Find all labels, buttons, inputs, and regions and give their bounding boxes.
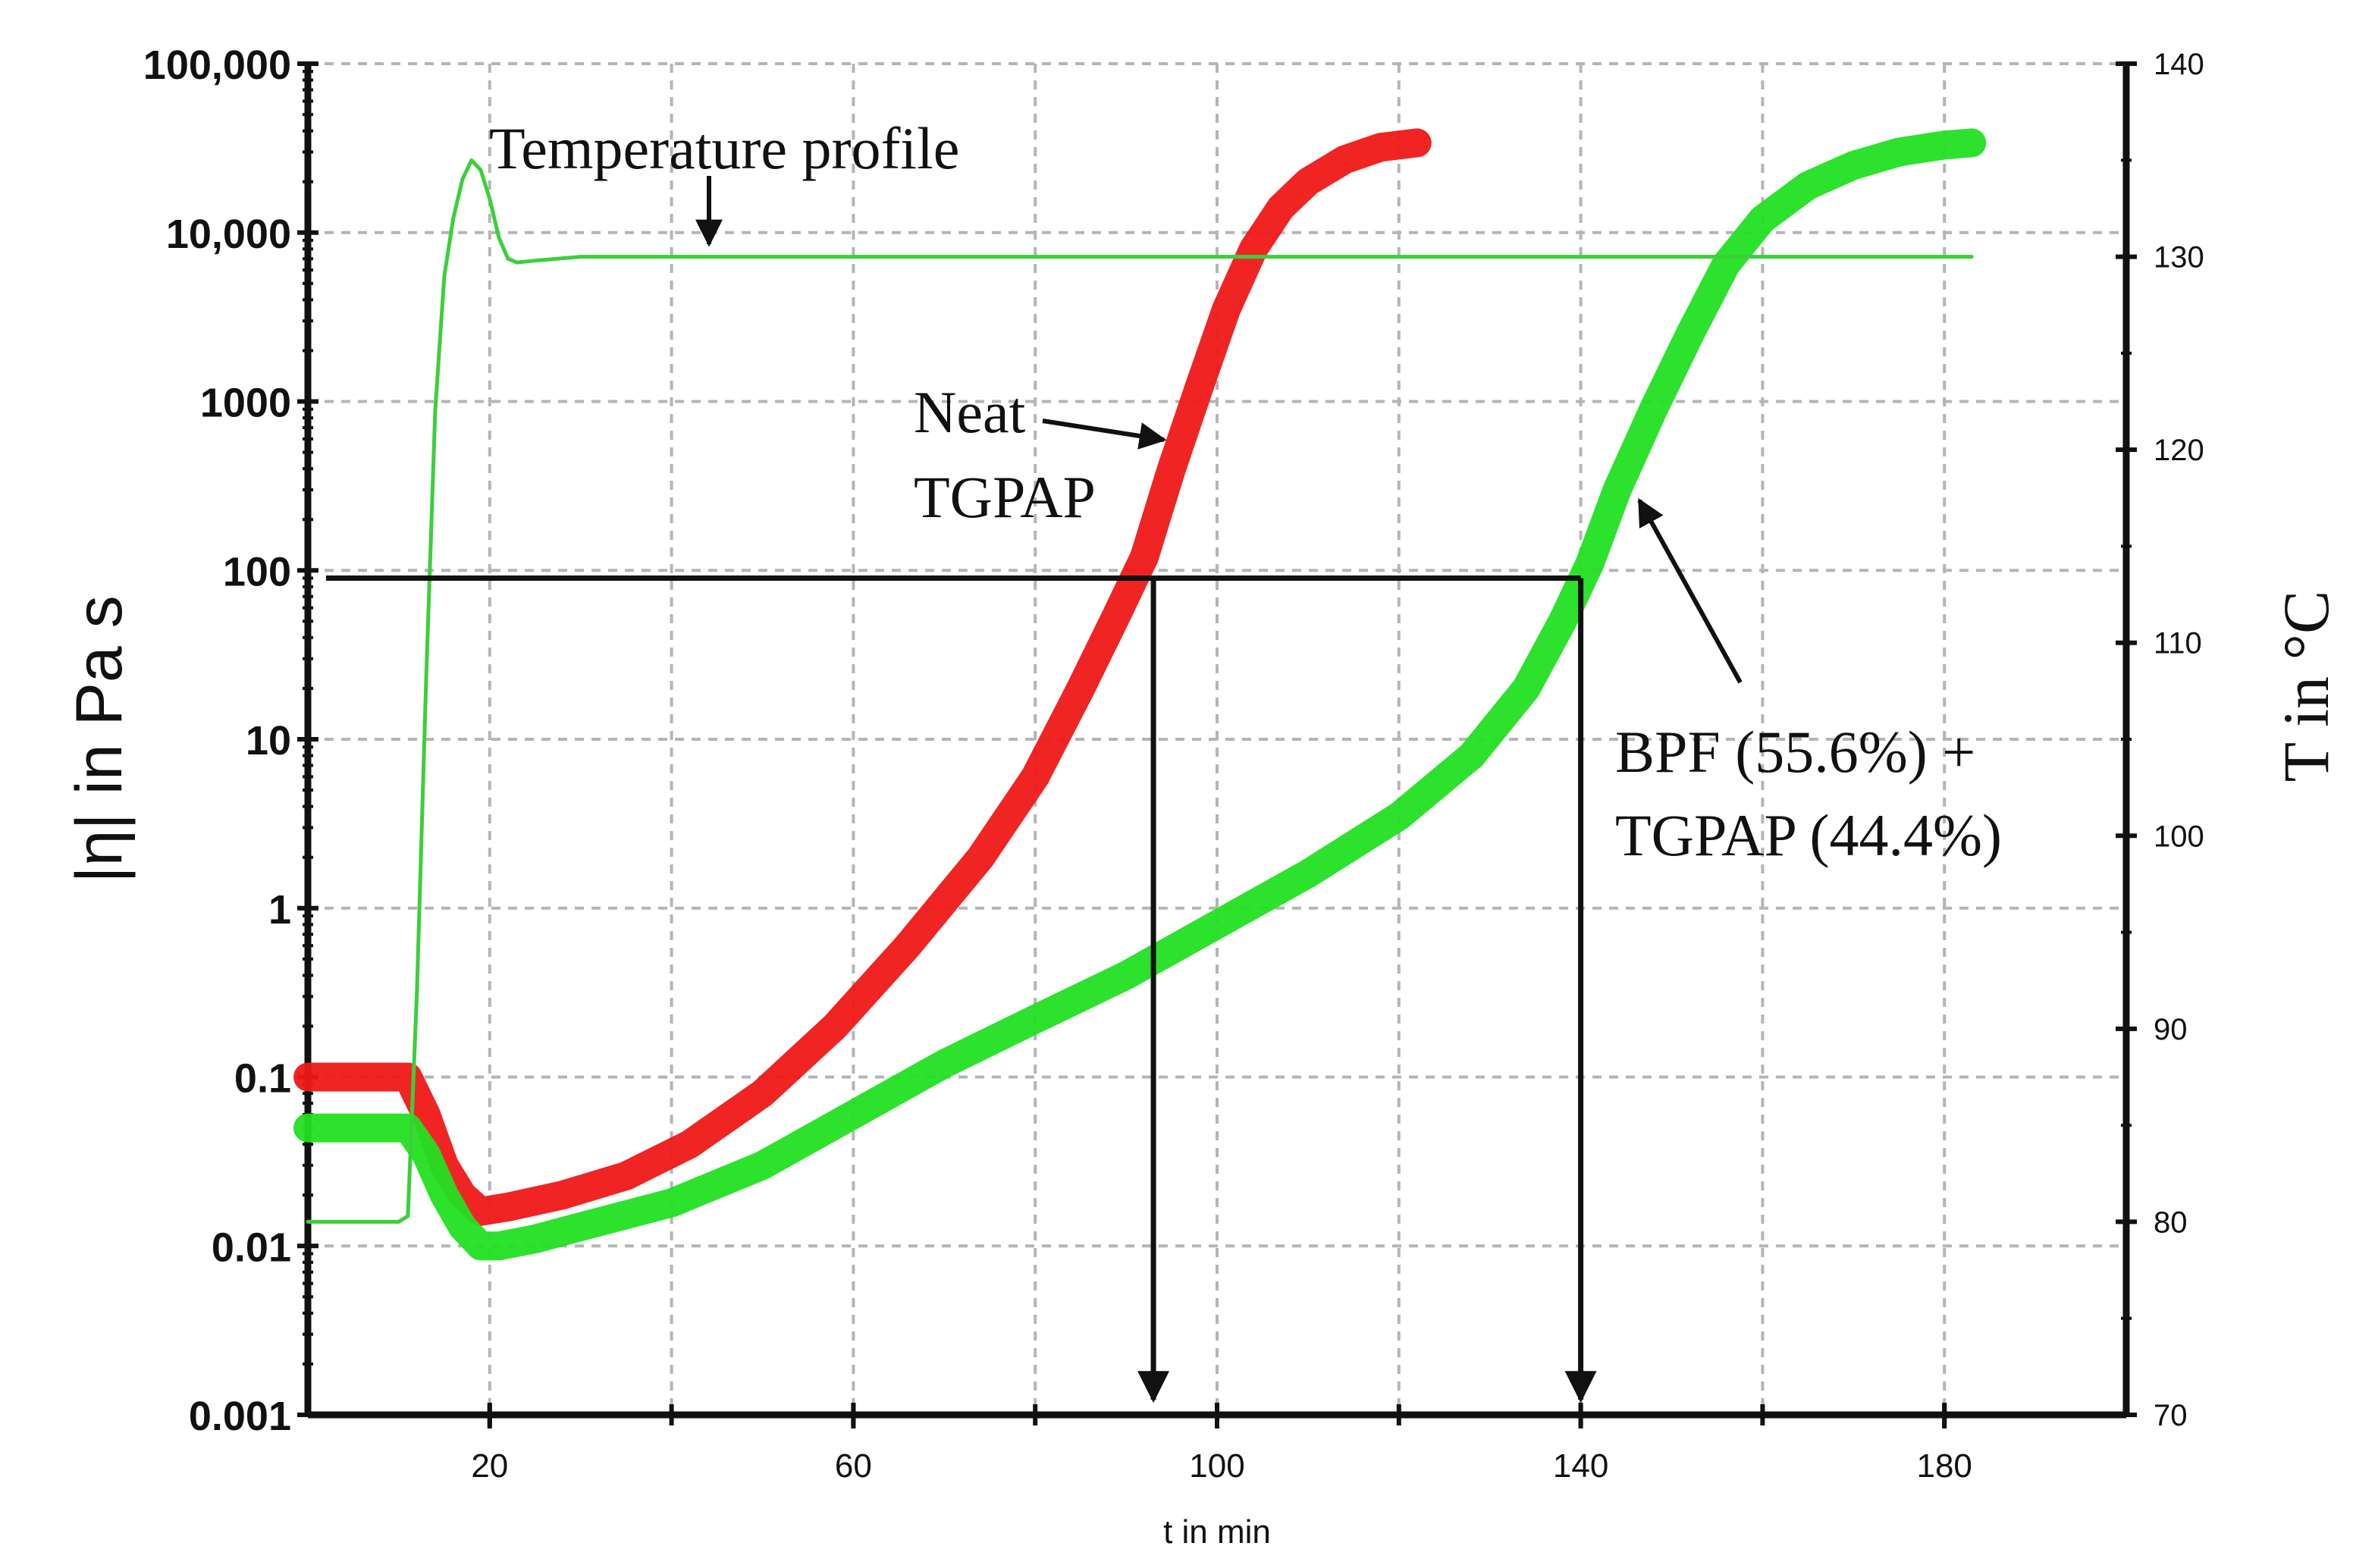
x-tick-label: 60 [835, 1447, 872, 1485]
y-left-tick-label: 0.001 [189, 1394, 291, 1439]
bpf-annotation-arrow [1637, 497, 1743, 684]
y-left-tick-label: 1 [268, 887, 291, 933]
data-series [293, 128, 1987, 1261]
y-left-tick-label: 0.1 [234, 1056, 291, 1102]
y-left-tick-label: 100 [223, 549, 291, 594]
y-left-tick-label: 1000 [200, 381, 291, 426]
temperature-profile-annotation: Temperature profile [489, 115, 959, 181]
x-axis-label: t in min [1163, 1513, 1271, 1551]
y-right-tick-label: 140 [2154, 48, 2204, 81]
y-left-tick-label: 0.01 [212, 1225, 291, 1270]
x-tick-label: 100 [1189, 1447, 1244, 1485]
x-tick-label: 140 [1553, 1447, 1608, 1485]
neat-annotation-arrow [1042, 419, 1167, 450]
y-right-axis-label: T in °C [2270, 591, 2342, 782]
y-left-tick-label: 100,000 [143, 42, 291, 88]
bpf-annotation-line2: TGPAP (44.4%) [1615, 802, 2002, 868]
y-left-tick-label: 10 [246, 718, 291, 764]
y-right-tick-label: 90 [2154, 1013, 2188, 1046]
y-right-tick-label: 70 [2154, 1399, 2188, 1432]
y-left-axis-label: |η| in Pa s [63, 595, 136, 883]
x-tick-label: 180 [1916, 1447, 1972, 1485]
y-right-tick-label: 80 [2154, 1206, 2188, 1239]
bpf-tgpap-curve [293, 128, 1987, 1261]
y-right-tick-label: 100 [2154, 820, 2204, 853]
y-right-tick-label: 110 [2154, 627, 2202, 660]
axis-ticks: 0.0010.010.1110100100010,000100,00070809… [143, 42, 2204, 1485]
x-tick-label: 20 [471, 1447, 508, 1485]
reference-lines [325, 575, 1597, 1403]
neat-annotation-line2: TGPAP [914, 464, 1096, 530]
neat-annotation-line1: Neat [914, 379, 1026, 445]
temperature-profile-line [306, 158, 1974, 1224]
grid-lines [308, 62, 2126, 1415]
bpf-annotation-line1: BPF (55.6%) + [1615, 719, 1975, 785]
y-left-tick-label: 10,000 [166, 212, 291, 257]
y-right-tick-label: 130 [2154, 241, 2204, 274]
y-right-tick-label: 120 [2154, 434, 2204, 467]
